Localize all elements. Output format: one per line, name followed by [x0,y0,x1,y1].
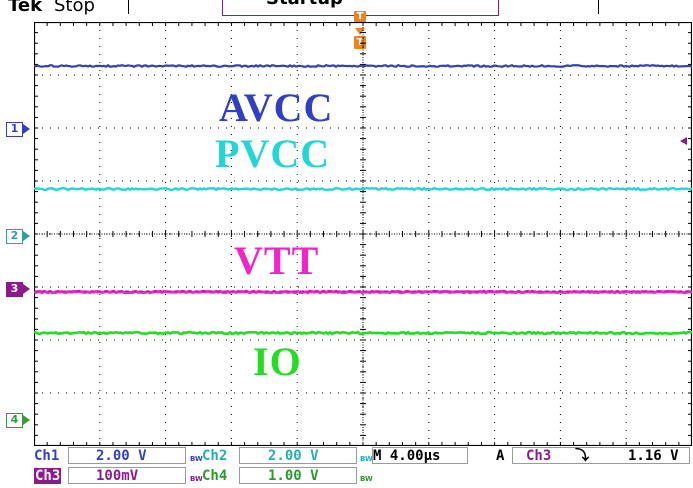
top-bar: Tek Stop Startup T [0,0,693,23]
ch1-scale: 2.00 V [96,448,147,464]
trigger-indicator[interactable]: T [354,36,366,49]
capture-title: Startup [266,0,343,9]
annotation-pvcc: PVCC [215,131,331,176]
ch4-scale: 1.00 V [268,468,319,484]
timebase: M 4.00µs [373,448,441,464]
ch1-scale-box[interactable] [68,447,186,464]
divider [598,0,599,14]
acquisition-state: Stop [54,0,95,16]
divider [128,0,129,14]
ch2-scale: 2.00 V [268,448,319,464]
annotation-io: IO [253,339,302,384]
ch4-bw-icon: BW [360,475,373,483]
trigger-level-marker[interactable] [680,137,687,145]
ch2-scale-box[interactable] [239,447,357,464]
annotation-vtt: VTT [234,238,320,283]
trigger-source: Ch3 [526,448,552,464]
ch3-trace [34,289,692,295]
ch3-bw-icon: BW [190,475,203,483]
brand-logo: Tek [8,0,43,16]
ch1-ground-marker[interactable]: 1 [6,122,30,137]
ch4-ground-marker[interactable]: 4 [6,413,30,428]
ch3-ground-marker[interactable]: 3 [6,282,30,297]
waveform-graticule [34,22,692,446]
ch3-label[interactable]: Ch3 [34,468,62,484]
trigger-position-marker[interactable]: T [354,11,366,23]
waveform-traces [34,63,692,336]
ch1-trace [34,63,692,69]
timebase-box[interactable] [372,447,468,464]
ch4-scale-box[interactable] [239,467,357,484]
ch3-scale-box[interactable] [68,467,186,484]
annotation-avcc: AVCC [219,85,334,130]
ch1-label[interactable]: Ch1 [34,448,60,464]
graticule-grid [34,22,692,446]
ch2-trace [34,186,692,192]
trigger-level: 1.16 V [628,448,679,464]
ch3-scale: 100mV [96,468,139,484]
trigger-box[interactable] [512,447,690,464]
trigger-mode[interactable]: A [496,448,505,464]
status-bar: Ch1 2.00 V BW Ch2 2.00 V BW M 4.00µs A C… [0,446,693,488]
trigger-slope-icon: ⤵ [575,448,589,464]
ch4-trace [34,330,692,336]
ch1-bw-icon: BW [190,455,203,463]
ch2-ground-marker[interactable]: 2 [6,229,30,244]
ch4-label[interactable]: Ch4 [202,468,228,484]
ch2-bw-icon: BW [360,455,373,463]
ch2-label[interactable]: Ch2 [202,448,228,464]
trigger-arrow-icon [355,28,365,35]
